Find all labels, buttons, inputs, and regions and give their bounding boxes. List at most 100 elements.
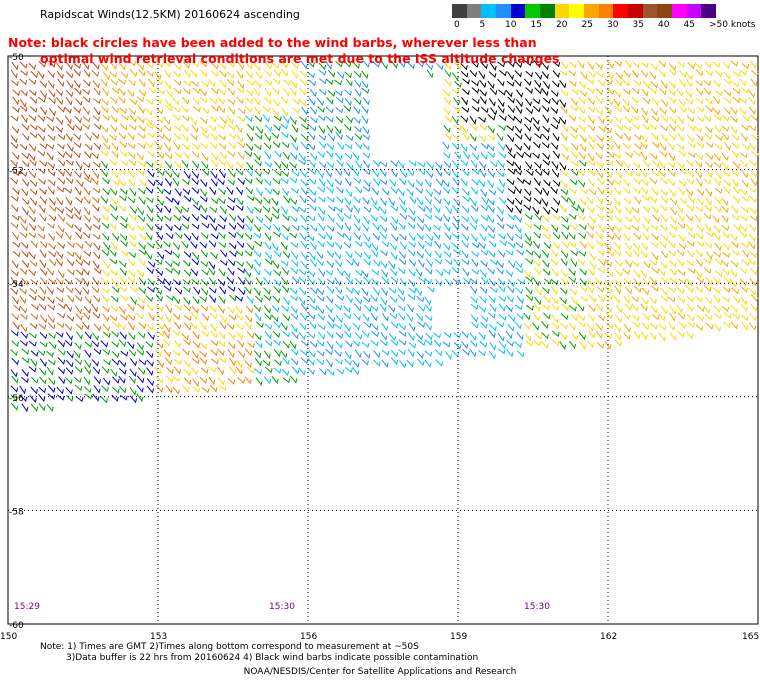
wind-barb — [318, 268, 326, 277]
wind-barb — [532, 116, 540, 125]
wind-barb — [534, 161, 542, 169]
wind-barb — [371, 269, 380, 276]
wind-barb — [417, 215, 425, 224]
wind-barb — [100, 63, 109, 71]
wind-barb — [363, 179, 371, 188]
wind-barb — [622, 88, 631, 95]
wind-barb — [471, 251, 479, 258]
wind-barb — [577, 303, 585, 312]
wind-barb — [740, 303, 748, 312]
wind-barb — [209, 294, 217, 304]
wind-barb — [577, 214, 586, 221]
wind-barb — [533, 197, 542, 205]
wind-barb — [155, 179, 163, 187]
wind-barb — [300, 123, 309, 131]
wind-barb — [596, 213, 605, 221]
wind-barb — [640, 303, 648, 312]
wind-barb — [398, 258, 407, 266]
wind-barb — [57, 78, 65, 88]
wind-barb — [578, 151, 586, 160]
wind-barb — [66, 143, 74, 153]
wind-barb — [92, 161, 101, 168]
wind-barb — [146, 197, 154, 204]
wind-barb — [166, 375, 174, 384]
wind-barb — [28, 89, 37, 97]
wind-barb — [478, 241, 486, 250]
wind-barb — [687, 134, 695, 143]
wind-barb — [442, 89, 451, 97]
wind-barb — [604, 340, 612, 350]
wind-barb — [542, 214, 550, 223]
wind-barb — [649, 296, 657, 305]
wind-barb — [721, 114, 730, 122]
wind-barb — [39, 249, 47, 259]
wind-barb — [470, 314, 478, 323]
wind-barb — [478, 134, 487, 143]
wind-barb — [451, 72, 459, 81]
wind-barb — [731, 178, 739, 188]
wind-barb — [739, 231, 747, 238]
wind-barb — [714, 258, 723, 266]
wind-barb — [642, 277, 650, 286]
wind-barb — [327, 321, 335, 330]
wind-barb — [56, 116, 64, 125]
wind-barb — [145, 186, 154, 194]
wind-barb — [280, 242, 288, 251]
wind-barb — [93, 98, 101, 105]
wind-barb — [721, 132, 730, 141]
wind-barb — [66, 268, 75, 276]
wind-barb — [749, 267, 758, 276]
wind-barb — [723, 71, 731, 80]
wind-barb — [226, 161, 234, 170]
wind-barb — [37, 294, 46, 302]
wind-barb — [381, 188, 390, 196]
wind-barb — [55, 125, 63, 133]
wind-barb — [210, 178, 218, 187]
wind-barb — [713, 287, 721, 294]
wind-barb — [65, 71, 74, 79]
wind-barb — [577, 169, 585, 177]
wind-barb — [578, 106, 586, 115]
wind-barb — [415, 187, 423, 194]
wind-barb — [93, 142, 102, 150]
wind-barb — [21, 357, 30, 364]
wind-barb — [146, 267, 154, 275]
wind-barb — [74, 213, 82, 221]
wind-barb — [361, 105, 369, 115]
wind-barb — [73, 350, 81, 359]
wind-barb — [57, 269, 65, 279]
wind-barb — [640, 250, 648, 259]
wind-barb — [220, 249, 228, 258]
wind-barb — [136, 62, 145, 71]
wind-barb — [623, 160, 631, 169]
wind-barb — [101, 214, 109, 222]
footer-credit: NOAA/NESDIS/Center for Satellite Applica… — [243, 667, 517, 677]
wind-barb — [399, 233, 407, 241]
wind-barb — [595, 277, 603, 287]
wind-barb — [559, 204, 567, 213]
wind-barb — [507, 188, 516, 195]
wind-barb — [335, 358, 343, 365]
wind-barb — [264, 268, 272, 276]
wind-barb — [29, 124, 38, 131]
wind-barb — [48, 332, 56, 339]
wind-barb — [75, 313, 83, 321]
wind-barb — [696, 224, 704, 233]
wind-barb — [182, 188, 191, 195]
wind-barb — [119, 123, 128, 131]
wind-barb — [310, 287, 318, 295]
wind-barb — [82, 116, 91, 123]
wind-barb — [515, 260, 523, 269]
wind-barb — [264, 124, 273, 132]
wind-barb — [732, 71, 741, 78]
wind-barb — [560, 250, 569, 259]
wind-barb — [623, 70, 631, 79]
wind-barb — [119, 277, 127, 285]
wind-barb — [559, 116, 567, 125]
wind-barb — [191, 350, 199, 360]
wind-barb — [100, 396, 108, 404]
wind-barb — [469, 332, 477, 341]
wind-barb — [299, 116, 307, 123]
wind-barb — [370, 312, 378, 322]
wind-barb — [525, 340, 534, 347]
